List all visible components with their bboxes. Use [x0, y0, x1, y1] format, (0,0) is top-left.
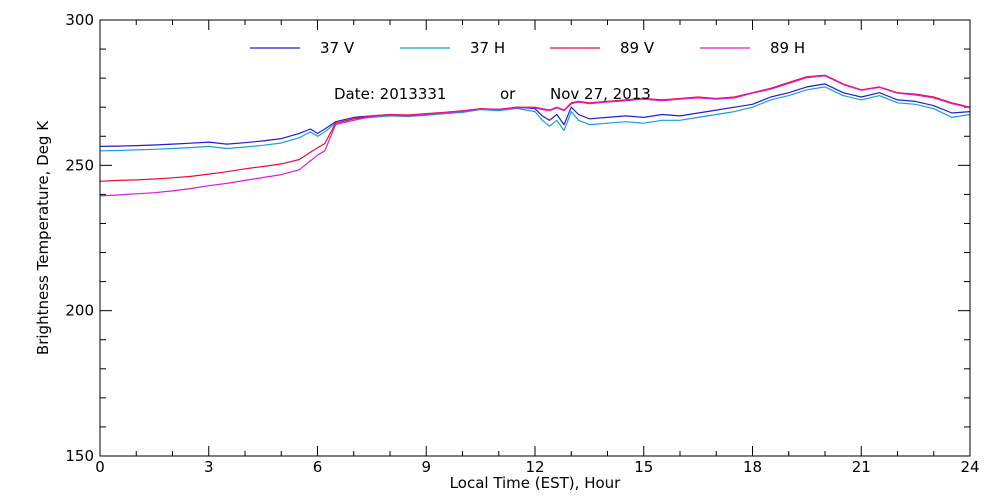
y-tick-label: 150	[65, 447, 94, 465]
series-lines	[99, 74, 971, 197]
plot-frame	[99, 19, 971, 457]
x-tick-label: 9	[421, 458, 431, 476]
legend-label-89-v: 89 V	[620, 39, 655, 57]
x-tick-labels: 0 3 6 9 12 15 18 21 24	[95, 458, 979, 476]
series-line-37-h	[99, 86, 971, 152]
y-tick-label: 200	[65, 302, 94, 320]
date-text: Nov 27, 2013	[550, 85, 651, 103]
legend: 37 V 37 H 89 V 89 H	[250, 39, 805, 57]
series-line-89-h	[99, 75, 971, 197]
x-tick-label: 12	[525, 458, 544, 476]
y-tick-label: 250	[65, 156, 94, 174]
series-line-37-v	[99, 83, 971, 147]
y-tick-labels: 150 200 250 300	[65, 11, 94, 465]
date-label: Date: 2013331	[334, 85, 446, 103]
x-tick-label: 24	[960, 458, 979, 476]
legend-label-37-h: 37 H	[470, 39, 505, 57]
x-axis-label: Local Time (EST), Hour	[450, 474, 621, 492]
x-tick-label: 15	[634, 458, 653, 476]
x-tick-label: 18	[743, 458, 762, 476]
y-axis-label: Brightness Temperature, Deg K	[34, 120, 52, 355]
y-tick-label: 300	[65, 11, 94, 29]
x-tick-label: 3	[204, 458, 214, 476]
x-tick-label: 21	[852, 458, 871, 476]
legend-label-37-v: 37 V	[320, 39, 355, 57]
legend-label-89-h: 89 H	[770, 39, 805, 57]
or-label: or	[500, 85, 516, 103]
x-tick-label: 0	[95, 458, 105, 476]
series-line-89-v	[99, 74, 971, 182]
x-tick-label: 6	[313, 458, 323, 476]
axis-ticks	[99, 19, 971, 457]
